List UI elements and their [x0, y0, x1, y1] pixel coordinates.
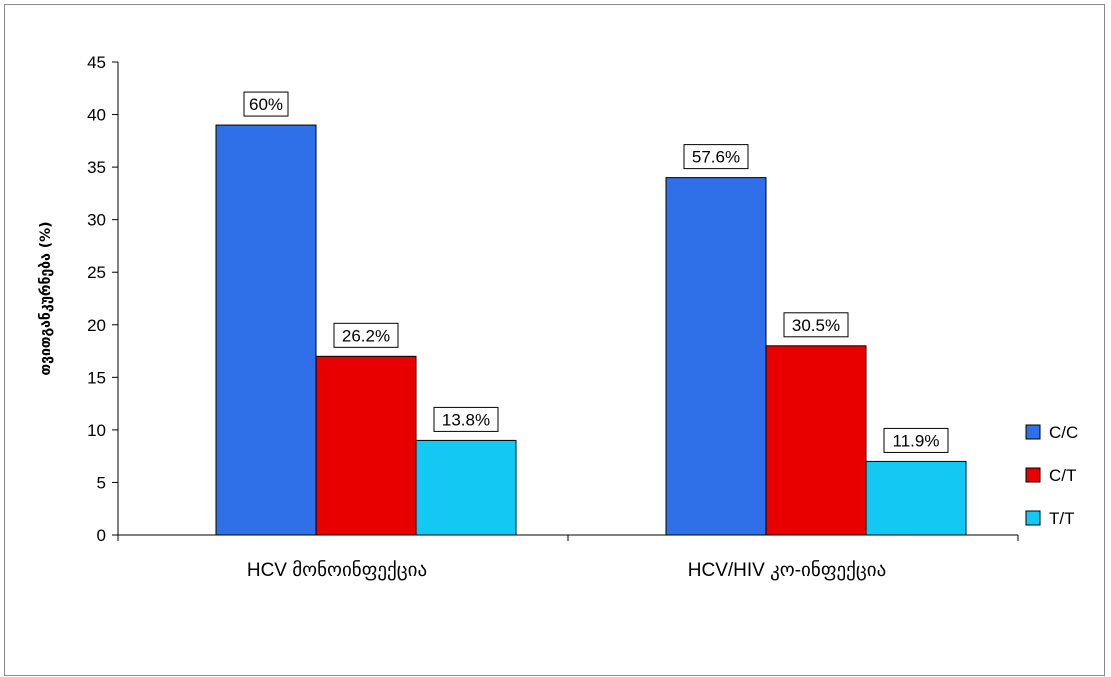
y-tick-label: 30: [87, 211, 106, 230]
bar-t-t: [415, 439, 517, 536]
legend-label: C/C: [1049, 423, 1078, 442]
data-label-box: [433, 406, 499, 432]
bar-c-c: [215, 124, 317, 536]
y-tick-label: 5: [97, 473, 106, 492]
data-label-box: [783, 312, 849, 338]
y-tick-label: 40: [87, 106, 106, 125]
data-label: 57.6%: [692, 148, 740, 167]
bar-t-t: [865, 460, 967, 536]
y-tick-label: 20: [87, 316, 106, 335]
legend-label: T/T: [1049, 509, 1075, 528]
y-tick-label: 45: [87, 53, 106, 72]
chart-frame: [4, 4, 1105, 676]
y-tick-label: 25: [87, 263, 106, 282]
y-tick-label: 35: [87, 158, 106, 177]
data-label-box: [333, 322, 399, 348]
y-axis-title: თვითგანკურნება (%): [38, 221, 54, 375]
data-label: 60%: [249, 95, 283, 114]
legend-swatch: [1025, 467, 1041, 483]
legend-swatch: [1025, 510, 1041, 526]
data-label: 11.9%: [893, 431, 940, 450]
legend-label: C/T: [1049, 466, 1076, 485]
y-tick-label: 10: [87, 421, 106, 440]
data-label-box: [683, 144, 749, 170]
legend: C/C C/T T/T: [1025, 423, 1078, 528]
y-axis-title-group: თვითგანკურნება (%): [38, 221, 54, 375]
y-tick-label: 15: [87, 368, 106, 387]
x-category-label: HCV/HIV კო-ინფექცია: [688, 560, 886, 581]
y-tick-label: 0: [97, 526, 106, 545]
bar-c-t: [765, 345, 867, 536]
data-label: 13.8%: [442, 410, 490, 429]
bar-c-t: [315, 355, 417, 536]
data-label-box: [883, 427, 949, 453]
bar-c-c: [665, 177, 767, 536]
x-category-label: HCV მონოინფექცია: [247, 560, 427, 581]
legend-swatch: [1025, 424, 1041, 440]
bars: 60% 26.2% 13.8% 57.6% 30.5% 11.9%: [215, 91, 967, 536]
data-label: 30.5%: [792, 316, 840, 335]
data-label-box: [243, 91, 289, 117]
data-label: 26.2%: [342, 326, 390, 345]
